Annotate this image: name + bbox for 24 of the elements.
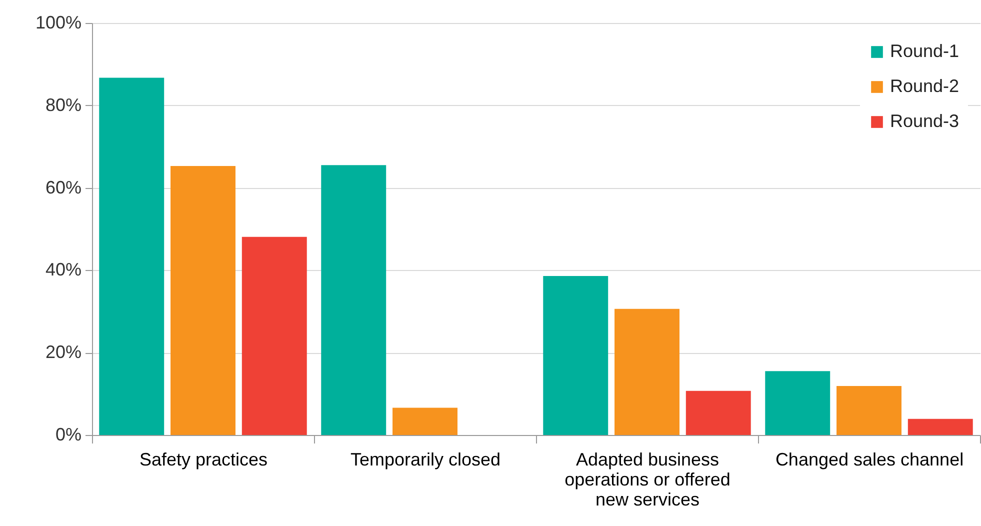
bar [321,165,386,435]
y-tick-label: 20% [45,342,82,362]
x-tick-label: Changed sales channel [775,450,964,470]
bar [170,166,236,435]
bar [543,276,608,435]
x-tick-label: Adapted business operations or offered new services [564,450,730,510]
x-tick-label: Temporarily closed [350,450,501,470]
bar [242,236,307,435]
legend-label: Round-1 [890,41,960,61]
bar [392,408,458,435]
bar [765,371,830,435]
y-tick-label: 100% [35,12,82,32]
y-tick-label: 60% [45,177,82,198]
y-tick-label: 40% [45,260,82,280]
bar [686,390,751,435]
y-tick-label: 80% [45,94,82,115]
bar [836,386,902,435]
bar [99,78,164,435]
x-tick-label: Safety practices [139,450,268,470]
y-tick-label: 0% [55,424,82,444]
legend-label: Round-2 [890,76,960,96]
bar [908,418,973,435]
bar [614,308,680,435]
legend-label: Round-3 [890,111,960,131]
